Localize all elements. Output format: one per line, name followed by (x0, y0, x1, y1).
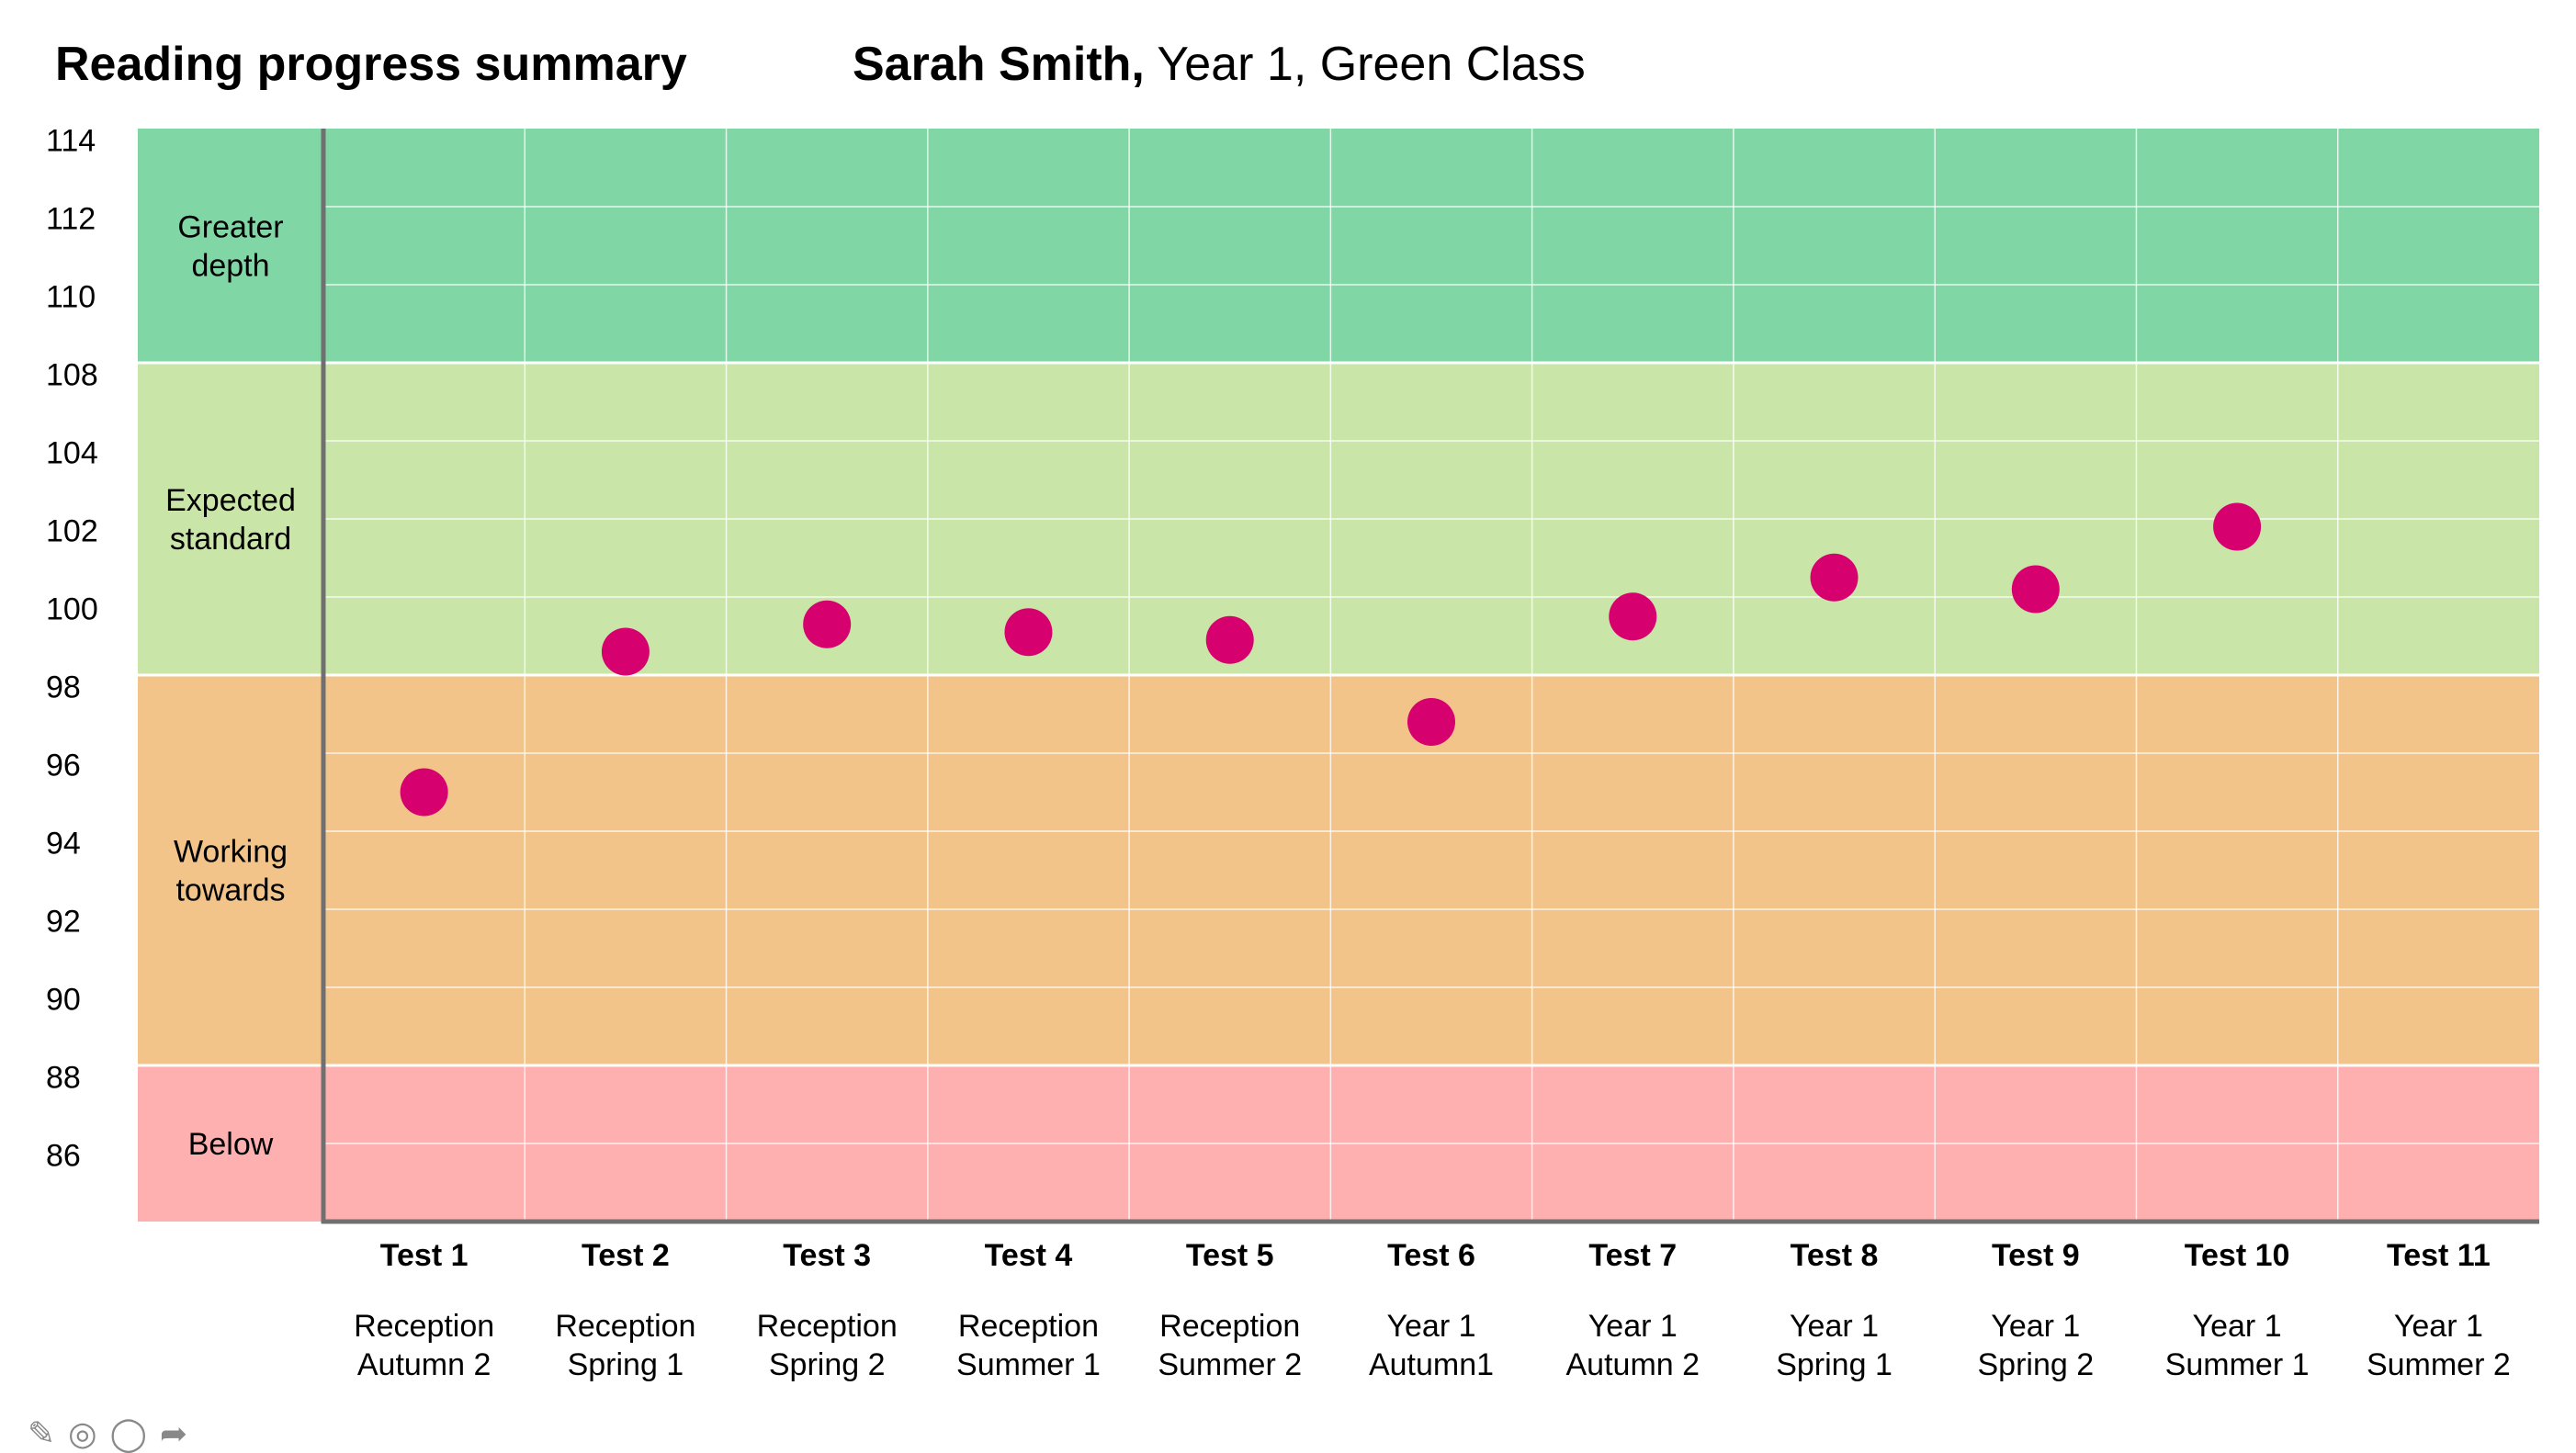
pointer-icon[interactable]: ➦ (159, 1414, 201, 1452)
x-term-label-line1: Year 1 (1991, 1309, 2080, 1344)
zoom-icon[interactable]: ◯ (109, 1414, 160, 1452)
x-term-label-line2: Summer 2 (2367, 1347, 2511, 1382)
band-label: Greater depth (177, 210, 283, 284)
x-test-label: Test 11 (2387, 1238, 2491, 1273)
x-term-label-line2: Autumn 2 (1566, 1347, 1700, 1382)
axis-layer (321, 129, 2539, 1224)
score-point (1810, 553, 1859, 602)
x-test-label: Test 8 (1791, 1238, 1879, 1273)
chart-subtitle: Sarah Smith, Year 1, Green Class (853, 37, 1586, 92)
x-term-label-line2: Spring 2 (769, 1347, 886, 1382)
y-tick-label: 94 (46, 827, 81, 862)
score-point (1609, 592, 1657, 641)
score-point (1205, 615, 1254, 664)
y-tick-label: 92 (46, 905, 81, 940)
x-test-label: Test 9 (1992, 1238, 2080, 1273)
score-point (400, 768, 448, 817)
x-test-label: Test 3 (783, 1238, 871, 1273)
score-point (2011, 565, 2060, 614)
y-tick-label: 104 (46, 436, 98, 471)
y-tick-label: 110 (46, 280, 96, 315)
band-2 (138, 675, 2539, 1065)
x-test-label: Test 10 (2185, 1238, 2290, 1273)
x-term-label-line1: Reception (958, 1309, 1099, 1344)
grid-view-icon[interactable]: ◎ (68, 1414, 110, 1452)
x-term-label-line2: Spring 2 (1977, 1347, 2094, 1382)
band-layer: Greater depth Expected standard Working towar… (138, 129, 2539, 1222)
x-term-label-line2: Spring 1 (568, 1347, 684, 1382)
band-label: Working towards (174, 835, 288, 908)
x-term-label-line1: Year 1 (1386, 1309, 1475, 1344)
x-test-label: Test 7 (1588, 1238, 1677, 1273)
x-term-label-line2: Summer 2 (1158, 1347, 1302, 1382)
band-label: Expected standard (165, 483, 296, 557)
x-term-label-line1: Year 1 (2193, 1309, 2282, 1344)
x-term-label-line2: Spring 1 (1776, 1347, 1892, 1382)
y-tick-label: 108 (46, 358, 98, 393)
x-test-label: Test 4 (985, 1238, 1073, 1273)
y-tick-layer: 114 112 110 108 104 102 100 98 96 94 92 90 88 86 (46, 124, 98, 1174)
score-point (1004, 608, 1053, 657)
y-tick-label: 90 (46, 983, 81, 1018)
x-term-label-line2: Summer 1 (2165, 1347, 2310, 1382)
presentation-toolbar[interactable]: ✎◎◯➦ (28, 1414, 200, 1453)
y-tick-label: 112 (46, 202, 96, 237)
x-term-label-line1: Reception (555, 1309, 695, 1344)
y-tick-label: 102 (46, 514, 98, 549)
x-term-label-line1: Reception (354, 1309, 494, 1344)
score-point (2213, 502, 2262, 551)
y-tick-label: 96 (46, 749, 81, 783)
x-test-label: Test 5 (1186, 1238, 1274, 1273)
score-point (1407, 698, 1455, 746)
y-tick-label: 86 (46, 1139, 81, 1174)
x-term-label-line2: Autumn1 (1369, 1347, 1494, 1382)
x-term-label-line2: Autumn 2 (357, 1347, 491, 1382)
student-details: Year 1, Green Class (1157, 38, 1586, 91)
x-test-label: Test 1 (380, 1238, 469, 1273)
band-label: Below (188, 1127, 274, 1162)
grid-layer (138, 129, 2539, 1222)
student-name: Sarah Smith, (853, 38, 1145, 91)
point-layer (400, 502, 2262, 817)
x-test-label: Test 2 (582, 1238, 670, 1273)
y-tick-label: 88 (46, 1061, 81, 1096)
pen-icon[interactable]: ✎ (28, 1414, 69, 1452)
score-point (601, 627, 650, 676)
y-tick-label: 100 (46, 592, 98, 627)
x-term-label-line1: Year 1 (2394, 1309, 2483, 1344)
x-term-label-line1: Reception (1159, 1309, 1300, 1344)
x-term-label-line1: Year 1 (1588, 1309, 1678, 1344)
x-term-label-line2: Summer 1 (956, 1347, 1101, 1382)
x-test-label: Test 6 (1387, 1238, 1475, 1273)
x-term-label-line1: Reception (757, 1309, 898, 1344)
y-tick-label: 114 (46, 124, 96, 159)
chart-title: Reading progress summary (55, 38, 687, 91)
x-term-label-line1: Year 1 (1790, 1309, 1879, 1344)
band-0 (138, 129, 2539, 363)
score-point (803, 600, 852, 648)
y-tick-label: 98 (46, 670, 81, 705)
